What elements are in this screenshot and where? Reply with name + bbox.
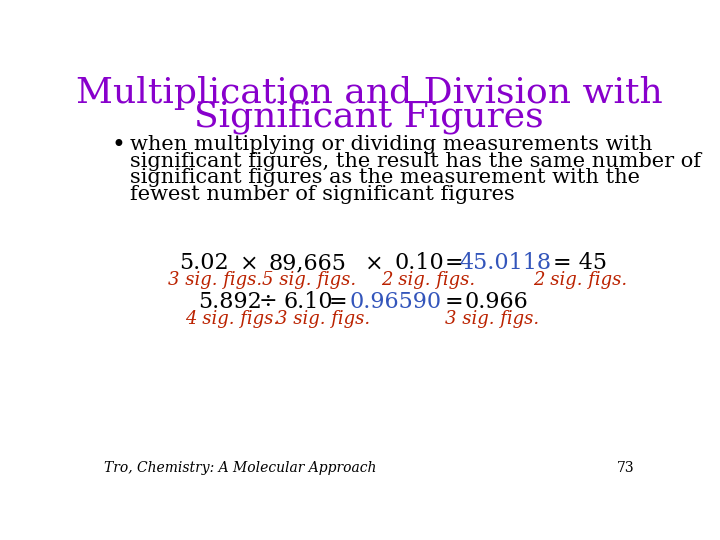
Text: ÷: ÷ bbox=[259, 291, 278, 313]
Text: 2 sig. figs.: 2 sig. figs. bbox=[381, 272, 474, 289]
Text: =: = bbox=[329, 291, 347, 313]
Text: 0.96590: 0.96590 bbox=[350, 291, 442, 313]
Text: 3 sig. figs.: 3 sig. figs. bbox=[276, 310, 370, 328]
Text: Tro, Chemistry: A Molecular Approach: Tro, Chemistry: A Molecular Approach bbox=[104, 461, 377, 475]
Text: 0.10: 0.10 bbox=[395, 253, 444, 274]
Text: 45.0118: 45.0118 bbox=[459, 253, 552, 274]
Text: 3 sig. figs.: 3 sig. figs. bbox=[168, 272, 261, 289]
Text: 2 sig. figs.: 2 sig. figs. bbox=[534, 272, 627, 289]
Text: significant figures as the measurement with the: significant figures as the measurement w… bbox=[130, 168, 640, 187]
Text: 0.966: 0.966 bbox=[464, 291, 528, 313]
Text: 73: 73 bbox=[616, 461, 634, 475]
Text: 6.10: 6.10 bbox=[284, 291, 333, 313]
Text: =: = bbox=[445, 253, 464, 274]
Text: 5.02: 5.02 bbox=[179, 253, 229, 274]
Text: •: • bbox=[112, 134, 125, 157]
Text: 5.892: 5.892 bbox=[199, 291, 262, 313]
Text: 3 sig. figs.: 3 sig. figs. bbox=[445, 310, 539, 328]
Text: ×: × bbox=[365, 253, 384, 274]
Text: significant figures, the result has the same number of: significant figures, the result has the … bbox=[130, 152, 701, 171]
Text: 4 sig. figs.: 4 sig. figs. bbox=[184, 310, 279, 328]
Text: ×: × bbox=[240, 253, 258, 274]
Text: Multiplication and Division with: Multiplication and Division with bbox=[76, 76, 662, 110]
Text: =: = bbox=[445, 291, 464, 313]
Text: = 45: = 45 bbox=[553, 253, 607, 274]
Text: fewest number of significant figures: fewest number of significant figures bbox=[130, 185, 515, 205]
Text: 5 sig. figs.: 5 sig. figs. bbox=[262, 272, 356, 289]
Text: 89,665: 89,665 bbox=[269, 253, 346, 274]
Text: Significant Figures: Significant Figures bbox=[194, 99, 544, 133]
Text: when multiplying or dividing measurements with: when multiplying or dividing measurement… bbox=[130, 134, 652, 153]
